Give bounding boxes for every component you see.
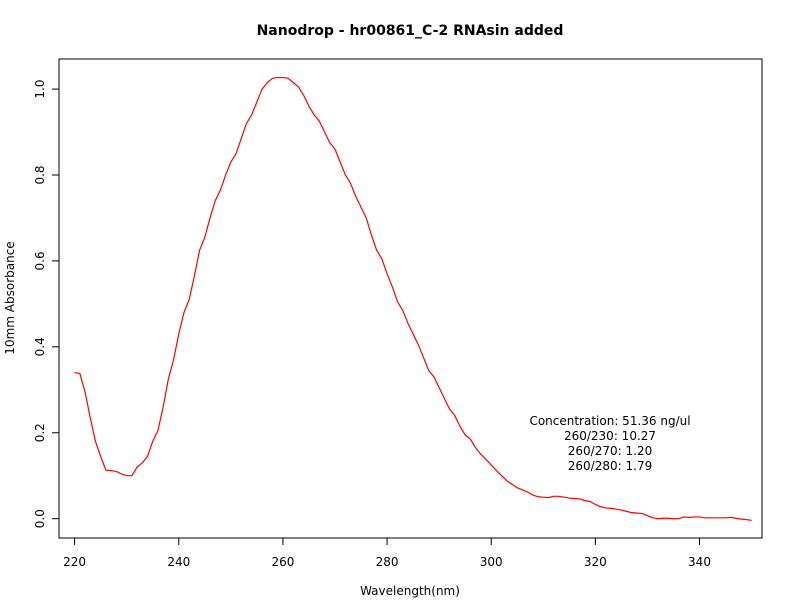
y-tick-label: 0.6 — [33, 251, 47, 270]
series-layer — [74, 76, 752, 521]
y-tick-label: 0.8 — [33, 165, 47, 184]
x-axis: 220 240 260 280 300 320 340 — [63, 537, 711, 569]
y-tick-label: 0.4 — [33, 337, 47, 356]
annotation-ratio-260-280: 260/280: 1.79 — [568, 459, 652, 473]
x-tick-label: 320 — [584, 555, 607, 569]
y-tick-label: 0.0 — [33, 509, 47, 528]
annotation-ratio-260-270: 260/270: 1.20 — [568, 444, 652, 458]
x-tick-label: 340 — [688, 555, 711, 569]
x-tick-label: 300 — [480, 555, 503, 569]
x-tick-label: 280 — [376, 555, 399, 569]
chart-title: Nanodrop - hr00861_C-2 RNAsin added — [257, 23, 564, 39]
y-tick-label: 1.0 — [33, 80, 47, 99]
y-axis-label: 10mm Absorbance — [3, 241, 17, 354]
annotation-ratio-260-230: 260/230: 10.27 — [564, 429, 656, 443]
annotation-concentration: Concentration: 51.36 ng/ul — [529, 414, 690, 428]
x-tick-label: 260 — [271, 555, 294, 569]
y-axis: 0.0 0.2 0.4 0.6 0.8 1.0 — [33, 80, 60, 528]
x-axis-label: Wavelength(nm) — [360, 584, 460, 598]
plot-frame — [58, 58, 763, 539]
stats-annotation: Concentration: 51.36 ng/ul 260/230: 10.2… — [529, 414, 690, 473]
x-tick-label: 220 — [63, 555, 86, 569]
x-tick-label: 240 — [167, 555, 190, 569]
y-tick-label: 0.2 — [33, 423, 47, 442]
absorbance-series-line — [74, 76, 752, 521]
